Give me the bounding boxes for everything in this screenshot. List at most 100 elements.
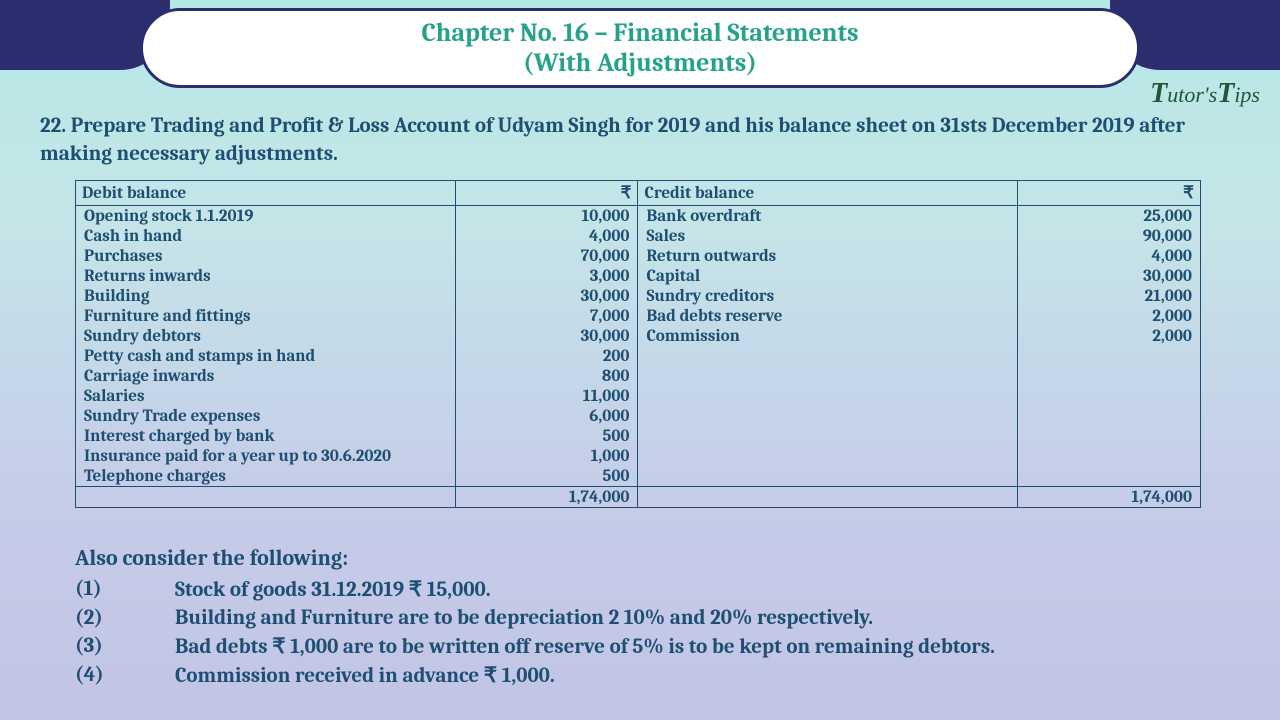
note-item: (2)Building and Furniture are to be depr… (75, 606, 1195, 630)
note-text: Building and Furniture are to be depreci… (175, 606, 873, 630)
cell-label: Opening stock 1.1.2019 (76, 206, 456, 227)
cell-amount: 200 (455, 346, 638, 366)
total-cell (638, 487, 1018, 508)
cell-label: Bad debts reserve (638, 306, 1018, 326)
table-total-row: 1,74,000 1,74,000 (76, 487, 1201, 508)
header-debit-amt: ₹ (455, 181, 638, 206)
cell-label: Sundry debtors (76, 326, 456, 346)
title-line-1: Chapter No. 16 – Financial Statements (421, 18, 858, 48)
cell-label (638, 346, 1018, 366)
cell-amount (1018, 426, 1201, 446)
cell-label: Sales (638, 226, 1018, 246)
table-row: Telephone charges500 (76, 466, 1201, 487)
note-item: (3)Bad debts ₹ 1,000 are to be written o… (75, 634, 1195, 659)
note-number: (2) (75, 606, 175, 630)
table-row: Salaries11,000 (76, 386, 1201, 406)
cell-amount (1018, 446, 1201, 466)
cell-amount: 21,000 (1018, 286, 1201, 306)
cell-label (638, 426, 1018, 446)
trial-balance-table: Debit balance ₹ Credit balance ₹ Opening… (75, 180, 1201, 508)
table-row: Opening stock 1.1.201910,000Bank overdra… (76, 206, 1201, 227)
cell-label (638, 446, 1018, 466)
cell-amount: 10,000 (455, 206, 638, 227)
cell-amount: 30,000 (455, 286, 638, 306)
note-item: (4)Commission received in advance ₹ 1,00… (75, 663, 1195, 688)
note-item: (1)Stock of goods 31.12.2019 ₹ 15,000. (75, 577, 1195, 602)
cell-amount: 25,000 (1018, 206, 1201, 227)
table-row: Cash in hand4,000Sales90,000 (76, 226, 1201, 246)
cell-amount: 500 (455, 426, 638, 446)
cell-label: Return outwards (638, 246, 1018, 266)
notes-heading: Also consider the following: (75, 545, 1195, 571)
cell-label: Bank overdraft (638, 206, 1018, 227)
cell-amount: 2,000 (1018, 326, 1201, 346)
cell-amount: 11,000 (455, 386, 638, 406)
total-cell (76, 487, 456, 508)
cell-label (638, 466, 1018, 487)
cell-label (638, 386, 1018, 406)
total-cell: 1,74,000 (455, 487, 638, 508)
table-row: Returns inwards3,000Capital30,000 (76, 266, 1201, 286)
cell-label: Salaries (76, 386, 456, 406)
note-text: Stock of goods 31.12.2019 ₹ 15,000. (175, 577, 491, 602)
table-row: Furniture and fittings7,000Bad debts res… (76, 306, 1201, 326)
cell-label: Cash in hand (76, 226, 456, 246)
cell-amount: 4,000 (455, 226, 638, 246)
tutors-tips-logo: Tutor'sTips (1150, 78, 1260, 110)
table-row: Building30,000Sundry creditors21,000 (76, 286, 1201, 306)
cell-label: Purchases (76, 246, 456, 266)
note-text: Commission received in advance ₹ 1,000. (175, 663, 555, 688)
header-credit-amt: ₹ (1018, 181, 1201, 206)
cell-amount (1018, 406, 1201, 426)
cell-amount: 30,000 (455, 326, 638, 346)
cell-amount (1018, 386, 1201, 406)
cell-label: Furniture and fittings (76, 306, 456, 326)
header-debit: Debit balance (76, 181, 456, 206)
question-text: 22. Prepare Trading and Profit & Loss Ac… (40, 112, 1240, 169)
cell-amount: 4,000 (1018, 246, 1201, 266)
chapter-title-pill: Chapter No. 16 – Financial Statements (W… (140, 8, 1140, 88)
cell-amount (1018, 346, 1201, 366)
title-line-2: (With Adjustments) (523, 48, 757, 78)
cell-amount: 500 (455, 466, 638, 487)
table-row: Petty cash and stamps in hand200 (76, 346, 1201, 366)
table-row: Carriage inwards800 (76, 366, 1201, 386)
cell-amount: 90,000 (1018, 226, 1201, 246)
cell-label: Capital (638, 266, 1018, 286)
cell-label: Building (76, 286, 456, 306)
cell-amount: 1,000 (455, 446, 638, 466)
table-row: Sundry Trade expenses6,000 (76, 406, 1201, 426)
cell-label: Sundry Trade expenses (76, 406, 456, 426)
cell-amount (1018, 366, 1201, 386)
cell-amount: 3,000 (455, 266, 638, 286)
cell-label: Interest charged by bank (76, 426, 456, 446)
cell-label (638, 366, 1018, 386)
cell-label: Sundry creditors (638, 286, 1018, 306)
adjustment-notes: Also consider the following: (1)Stock of… (75, 545, 1195, 692)
cell-amount: 30,000 (1018, 266, 1201, 286)
cell-label: Petty cash and stamps in hand (76, 346, 456, 366)
cell-label: Carriage inwards (76, 366, 456, 386)
table-row: Insurance paid for a year up to 30.6.202… (76, 446, 1201, 466)
cell-label: Insurance paid for a year up to 30.6.202… (76, 446, 456, 466)
cell-label: Commission (638, 326, 1018, 346)
note-number: (3) (75, 634, 175, 659)
total-cell: 1,74,000 (1018, 487, 1201, 508)
cell-amount (1018, 466, 1201, 487)
note-text: Bad debts ₹ 1,000 are to be written off … (175, 634, 995, 659)
cell-label: Returns inwards (76, 266, 456, 286)
cell-amount: 6,000 (455, 406, 638, 426)
cell-label: Telephone charges (76, 466, 456, 487)
note-number: (4) (75, 663, 175, 688)
note-number: (1) (75, 577, 175, 602)
cell-amount: 800 (455, 366, 638, 386)
table-header-row: Debit balance ₹ Credit balance ₹ (76, 181, 1201, 206)
table-row: Sundry debtors30,000Commission2,000 (76, 326, 1201, 346)
cell-label (638, 406, 1018, 426)
cell-amount: 2,000 (1018, 306, 1201, 326)
cell-amount: 7,000 (455, 306, 638, 326)
table-row: Interest charged by bank500 (76, 426, 1201, 446)
table-row: Purchases70,000Return outwards4,000 (76, 246, 1201, 266)
cell-amount: 70,000 (455, 246, 638, 266)
header-credit: Credit balance (638, 181, 1018, 206)
